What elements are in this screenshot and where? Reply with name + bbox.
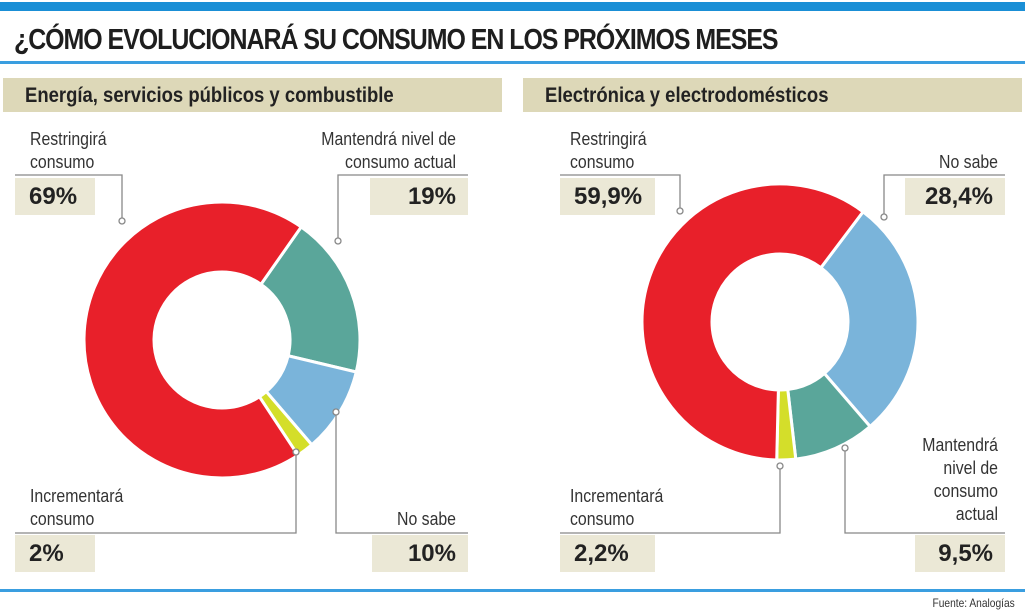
value-restringira: 59,9% [560, 178, 655, 215]
slice-restringira [82, 200, 304, 480]
donut-2 [640, 182, 920, 462]
value-no-sabe: 28,4% [905, 178, 1005, 215]
leader-line [560, 174, 681, 210]
value-restringira: 69% [15, 178, 95, 215]
page-title: ¿CÓMO EVOLUCIONARÁ SU CONSUMO EN LOS PRÓ… [14, 24, 779, 56]
slice-no [818, 209, 920, 429]
leader-line [883, 174, 1005, 216]
leader-line [844, 449, 1005, 534]
leader-line [560, 467, 781, 534]
leader-line [15, 174, 123, 220]
value-mantendra: 19% [370, 178, 468, 215]
leader-dot [841, 444, 849, 452]
leader-dot [880, 213, 888, 221]
chart-2-title: Electrónica y electrodomésticos [545, 84, 829, 107]
label-no-sabe: No sabe [396, 509, 456, 529]
label-mantendra: Mantendrá nivel de consumo actual [321, 129, 456, 172]
label-restringira: Restringirá consumo [570, 129, 647, 172]
label-no-sabe: No sabe [938, 152, 998, 172]
value-incrementara: 2% [15, 535, 95, 572]
chart-1-title: Energía, servicios públicos y combustibl… [25, 84, 394, 107]
source-note: Fuente: Analogías [932, 596, 1015, 610]
value-mantendra: 9,5% [915, 535, 1005, 572]
chart-2-header: Electrónica y electrodomésticos [523, 78, 1022, 112]
leader-dot [776, 462, 784, 470]
value-no-sabe: 10% [372, 535, 468, 572]
donut-1 [82, 200, 362, 480]
label-incrementara: Incrementará consumo [570, 486, 664, 529]
leader-line [15, 454, 297, 534]
chart-1-header: Energía, servicios públicos y combustibl… [3, 78, 502, 112]
leader-dot [118, 217, 126, 225]
leader-line [335, 414, 468, 534]
bottom-divider [0, 589, 1025, 592]
leader-dot [292, 448, 300, 456]
leader-dot [676, 207, 684, 215]
value-incrementara: 2,2% [560, 535, 655, 572]
top-accent-bar [0, 2, 1025, 11]
title-divider [0, 61, 1025, 64]
leader-line [337, 174, 468, 240]
label-mantendra: Mantendrá nivel de consumo actual [922, 435, 998, 524]
slice-mantendra [258, 224, 362, 374]
slice-restringira [640, 182, 866, 462]
label-incrementara: Incrementará consumo [30, 486, 124, 529]
leader-dot [334, 237, 342, 245]
leader-dot [332, 408, 340, 416]
label-restringira: Restringirá consumo [30, 129, 107, 172]
